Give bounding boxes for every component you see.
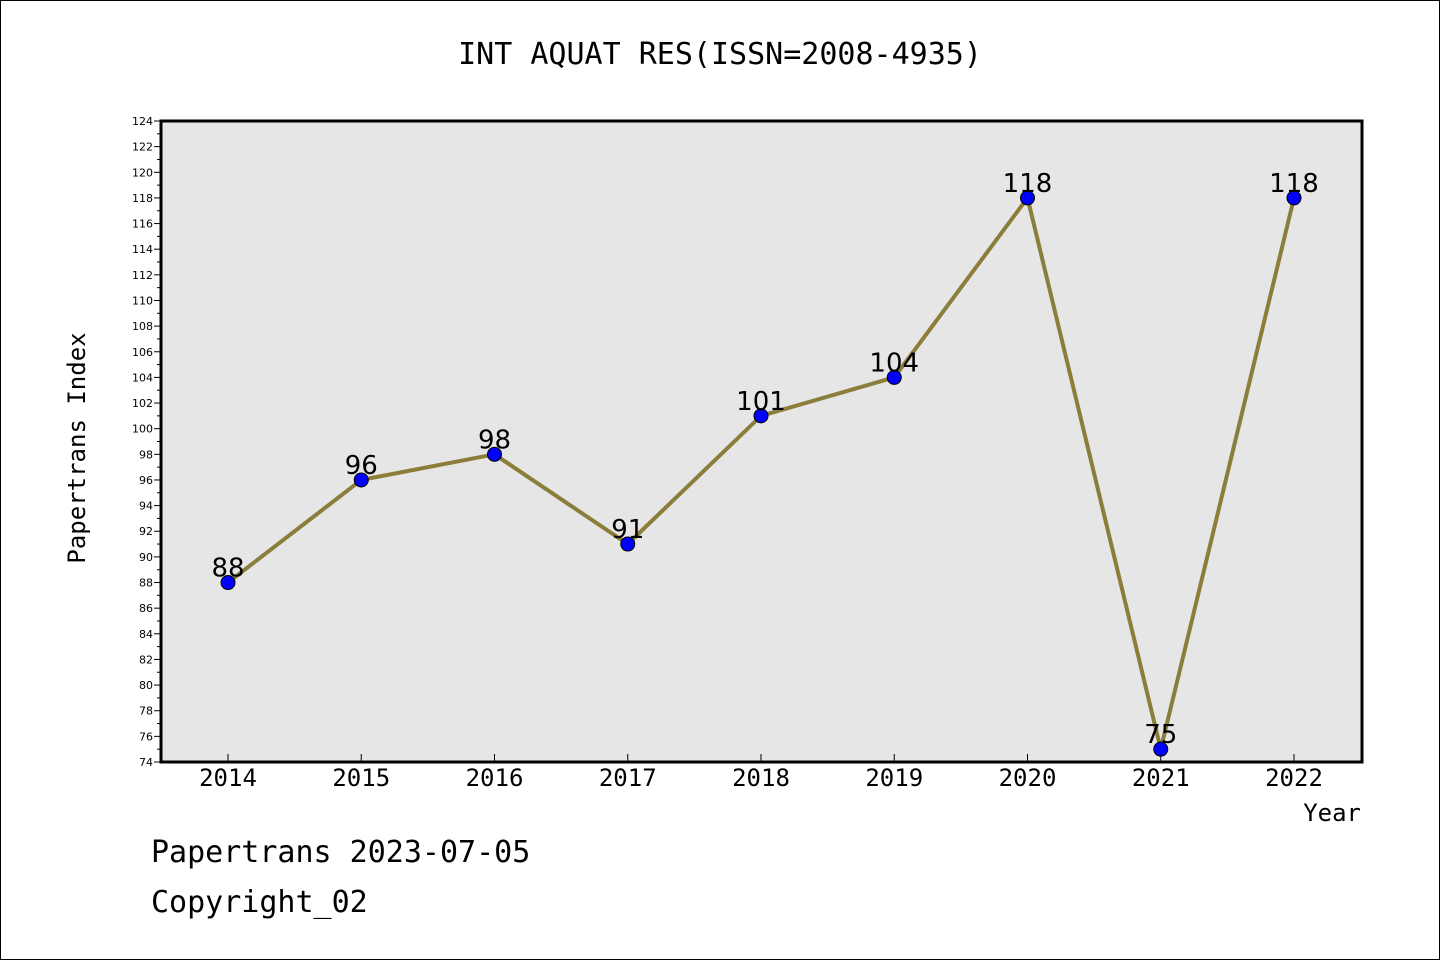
x-tick-label: 2022	[1265, 764, 1323, 792]
y-tick-label: 96	[139, 474, 153, 487]
footer-copyright: Copyright_02	[151, 885, 368, 920]
y-tick-label: 78	[139, 705, 153, 718]
data-label: 88	[211, 554, 244, 584]
y-axis-title: Papertrans Index	[63, 332, 91, 563]
y-tick-label: 104	[132, 371, 153, 384]
y-tick-label: 88	[139, 577, 153, 590]
data-label: 75	[1144, 720, 1177, 750]
y-tick-label: 102	[132, 397, 153, 410]
y-tick-label: 100	[132, 423, 153, 436]
y-tick-label: 116	[132, 218, 153, 231]
data-point	[1286, 190, 1302, 206]
y-tick-label: 112	[132, 269, 153, 282]
y-tick-label: 94	[139, 500, 153, 513]
data-label: 96	[345, 451, 378, 481]
y-tick-label: 124	[132, 115, 153, 128]
x-tick-label: 2019	[865, 764, 923, 792]
x-tick-label: 2014	[199, 764, 257, 792]
y-tick-label: 84	[139, 628, 153, 641]
y-tick-label: 114	[132, 243, 153, 256]
x-tick-label: 2020	[999, 764, 1057, 792]
data-label: 104	[869, 348, 919, 378]
x-tick-label: 2017	[599, 764, 657, 792]
data-point	[1153, 741, 1169, 757]
y-tick-label: 120	[132, 166, 153, 179]
x-tick-label: 2021	[1132, 764, 1190, 792]
y-tick-label: 118	[132, 192, 153, 205]
y-tick-label: 80	[139, 679, 153, 692]
data-point	[220, 575, 236, 591]
x-axis: 2014 2015 2016 2017 2018 2019 2020 2021 2022	[199, 754, 1323, 792]
data-label: 118	[1003, 169, 1053, 199]
data-labels: 88 96 98 91 101 104 118 75 118	[211, 169, 1318, 750]
y-tick-label: 74	[139, 756, 153, 769]
data-label: 101	[736, 387, 786, 417]
y-tick-label: 76	[139, 730, 153, 743]
y-tick-label: 82	[139, 653, 153, 666]
y-tick-label: 110	[132, 294, 153, 307]
data-point	[886, 369, 902, 385]
x-tick-label: 2018	[732, 764, 790, 792]
footer-date: Papertrans 2023-07-05	[151, 835, 531, 870]
y-axis: 74 76 78 80 82 84 86 88 90 92 94 96 98 100 102 104 106 10…	[132, 115, 161, 769]
x-axis-title: Year	[1303, 799, 1361, 827]
data-point	[753, 408, 769, 424]
x-tick-label: 2016	[466, 764, 524, 792]
x-tick-label: 2015	[332, 764, 390, 792]
series	[220, 190, 1302, 757]
y-tick-label: 92	[139, 525, 153, 538]
data-label: 91	[611, 515, 644, 545]
y-tick-label: 108	[132, 320, 153, 333]
y-tick-label: 122	[132, 141, 153, 154]
y-tick-label: 90	[139, 551, 153, 564]
data-point	[620, 536, 636, 552]
y-tick-label: 98	[139, 448, 153, 461]
y-tick-label: 106	[132, 346, 153, 359]
chart-title: INT AQUAT RES(ISSN=2008-4935)	[458, 37, 982, 72]
data-point	[353, 472, 369, 488]
data-point	[1020, 190, 1035, 206]
data-label: 98	[478, 425, 511, 455]
data-label: 118	[1269, 169, 1319, 199]
data-point	[487, 446, 502, 462]
plot-area	[159, 119, 1364, 764]
y-tick-label: 86	[139, 602, 153, 615]
